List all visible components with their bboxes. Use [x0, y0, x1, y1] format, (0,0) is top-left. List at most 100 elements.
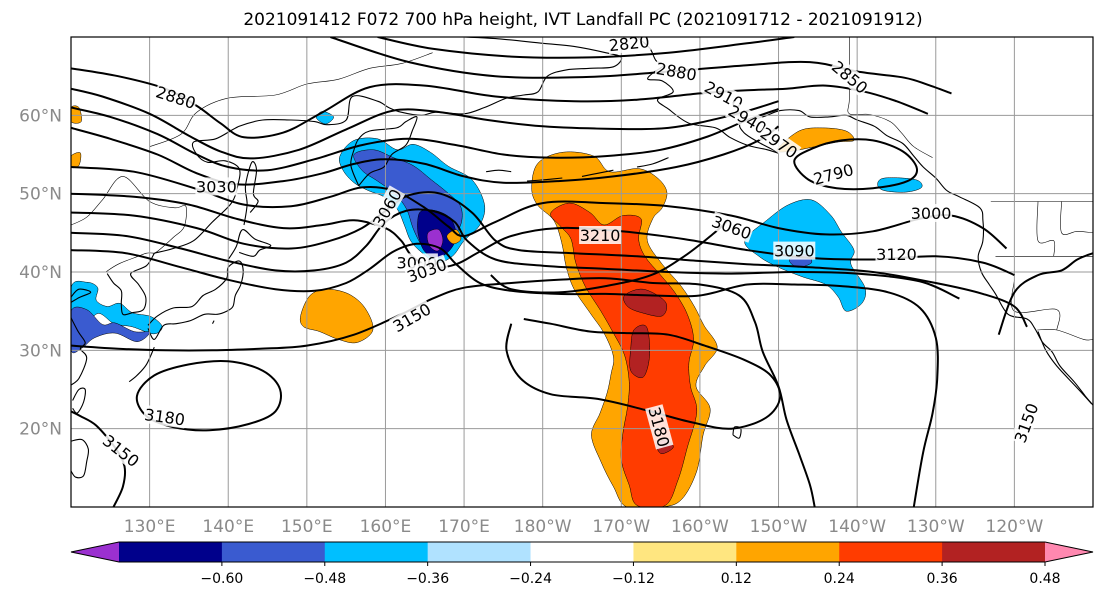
contour-2940	[71, 106, 779, 172]
colorbar-bin	[119, 542, 223, 562]
contour-label-halo	[910, 204, 953, 222]
contour-label-halo	[389, 299, 435, 336]
contour-2790	[793, 138, 919, 191]
contour-2910	[71, 87, 779, 160]
colorbar-tick-label: 0.48	[1029, 571, 1060, 587]
coastline-asia-north	[154, 37, 623, 254]
contour-label-halo	[153, 82, 199, 113]
colorbar-outline	[70, 541, 1094, 563]
colorbar-extend-high	[1045, 542, 1093, 562]
colorbar-tick-label: −0.48	[303, 571, 346, 587]
longitude-tick-label: 160°E	[360, 517, 412, 537]
contour-3000	[71, 166, 1008, 250]
coastline-aleutians-a	[581, 169, 614, 177]
latitude-tick-label: 40°N	[19, 263, 62, 283]
contour-3060	[71, 191, 1028, 328]
contour-label-text: 3120	[876, 245, 917, 264]
coastlines	[71, 37, 1093, 479]
colorbar-bin	[530, 542, 634, 562]
coastline-kamchatka	[350, 116, 418, 187]
colorbar-tick-label: 0.36	[927, 571, 958, 587]
colorbar-bin	[839, 542, 943, 562]
contour-label-halo	[875, 244, 918, 263]
colorbar-extend-low	[71, 542, 119, 562]
contour-label-halo	[1010, 400, 1042, 446]
colorbar-bin	[427, 542, 532, 562]
colorbar-tick-label: 0.24	[824, 571, 855, 587]
latitude-tick-label: 30°N	[19, 341, 62, 361]
contour-label-halo	[403, 254, 450, 286]
contour-3150	[71, 277, 816, 507]
contour-label: 3210	[579, 226, 622, 245]
coastline-aleutians-c	[526, 177, 563, 182]
contour-label-halo	[579, 226, 622, 244]
contour-label: 3090	[773, 241, 816, 261]
contour-2880	[71, 67, 929, 139]
coastline-philippines	[71, 438, 90, 479]
coastline-hokkaido	[227, 229, 272, 260]
contour-label: 2880	[654, 58, 699, 85]
longitude-tick-label: 170°W	[592, 517, 650, 537]
longitude-tick-label: 130°E	[124, 517, 176, 537]
coastline-sakhalin	[243, 161, 259, 226]
contour-label-halo	[368, 185, 406, 231]
contour-2850	[330, 37, 952, 95]
border-states-4	[1060, 201, 1093, 235]
coastline-aleutians-b	[636, 157, 669, 168]
contour-3150	[997, 252, 1093, 336]
ivt-region	[877, 177, 923, 193]
longitude-tick-label: 130°W	[907, 517, 965, 537]
height-contours	[71, 37, 1093, 507]
contour-label-halo	[773, 241, 816, 260]
contour-label: 3120	[875, 244, 918, 264]
contour-label-halo	[645, 404, 674, 450]
contour-3180	[505, 318, 782, 430]
contour-2970	[71, 125, 780, 186]
colorbar-bin	[942, 542, 1046, 562]
chart-title: 2021091412 F072 700 hPa height, IVT Land…	[243, 10, 922, 30]
contour-label-halo	[654, 58, 699, 84]
colorbar-bin	[736, 542, 840, 562]
contour-label: 3000	[910, 204, 953, 223]
contour-3090	[71, 208, 960, 300]
coastline-aleutians-d	[486, 169, 512, 173]
contour-label-text: 3090	[774, 242, 815, 261]
border-states-3	[1036, 201, 1056, 257]
contour-label: 3030	[195, 177, 238, 196]
colorbar-bin	[633, 542, 737, 562]
colorbar-tick-label: −0.12	[612, 571, 655, 587]
latitude-tick-label: 60°N	[19, 106, 62, 126]
colorbar-tick-label: −0.60	[200, 571, 243, 587]
contour-label-text: 2820	[608, 32, 650, 55]
ivt-region	[316, 111, 334, 125]
longitude-tick-label: 160°W	[671, 517, 729, 537]
map-frame	[70, 36, 1094, 508]
coastline-ryukyu	[128, 346, 155, 383]
colorbar-tick-label: 0.12	[721, 571, 752, 587]
latitude-tick-labels: 20°N 30°N 40°N 50°N 60°N	[19, 106, 62, 439]
longitude-tick-label: 150°W	[750, 517, 808, 537]
contour-label-text: 3000	[911, 204, 952, 223]
contour-label-halo	[142, 404, 187, 429]
coastline-japan-honshu	[147, 260, 244, 340]
colorbar-bin	[221, 542, 326, 562]
coastline-baja	[1037, 331, 1092, 404]
border-mexico-us	[1037, 328, 1093, 341]
contour-label-halo	[810, 159, 856, 189]
coastline-taiwan	[72, 387, 86, 414]
coastline-islands	[212, 320, 215, 324]
border-china-mongolia	[71, 176, 187, 254]
colorbar: −0.60 −0.48 −0.36 −0.24 −0.12 0.12 0.24 0.36 0.4…	[70, 541, 1094, 587]
contour-2820	[377, 37, 795, 59]
longitude-tick-label: 150°E	[281, 517, 333, 537]
longitude-tick-label: 170°E	[438, 517, 490, 537]
coastline-korea	[106, 252, 155, 316]
contour-label-halo	[756, 123, 802, 163]
contour-label-halo	[195, 177, 238, 196]
ivt-region	[629, 324, 650, 379]
colorbar-tick-label: −0.36	[406, 571, 449, 587]
colorbar-bin	[324, 542, 429, 562]
contour-label-halo	[708, 211, 755, 243]
